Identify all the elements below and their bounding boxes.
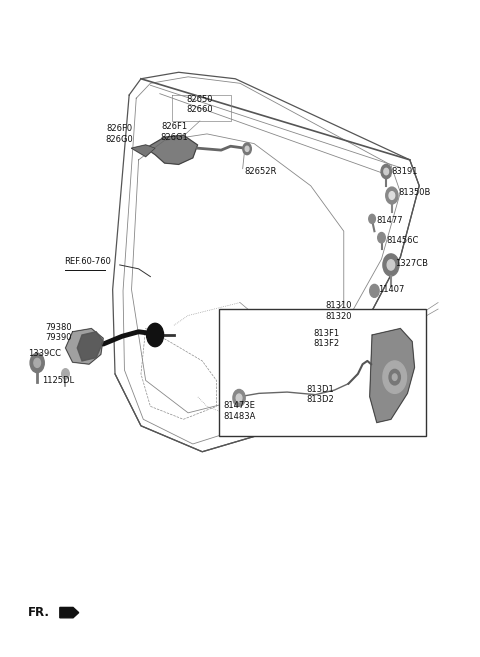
FancyArrow shape — [60, 608, 79, 618]
Bar — [219, 309, 426, 436]
Circle shape — [34, 358, 40, 367]
Polygon shape — [77, 332, 103, 361]
Circle shape — [389, 369, 400, 385]
Circle shape — [387, 260, 395, 270]
Text: 826F1
826G1: 826F1 826G1 — [160, 122, 188, 142]
Text: 81477: 81477 — [377, 215, 403, 225]
Circle shape — [62, 369, 69, 379]
Circle shape — [236, 394, 242, 402]
Circle shape — [243, 143, 252, 154]
Text: 81473E
81483A: 81473E 81483A — [224, 401, 256, 420]
Circle shape — [369, 214, 375, 223]
Text: 1339CC: 1339CC — [28, 349, 61, 357]
Circle shape — [389, 192, 395, 200]
Circle shape — [381, 164, 391, 179]
Text: 82652R: 82652R — [245, 167, 277, 176]
Text: 1327CB: 1327CB — [395, 259, 428, 268]
Circle shape — [383, 254, 399, 276]
Circle shape — [378, 233, 385, 243]
Circle shape — [370, 284, 379, 298]
Text: 1125DL: 1125DL — [42, 376, 74, 385]
Circle shape — [383, 361, 407, 394]
Text: 79380
79390: 79380 79390 — [45, 323, 72, 342]
Circle shape — [146, 323, 164, 347]
Text: 81310
81320: 81310 81320 — [325, 302, 351, 321]
Text: REF.60-760: REF.60-760 — [64, 256, 111, 265]
Text: 826F0
826G0: 826F0 826G0 — [106, 124, 133, 144]
Text: 11407: 11407 — [378, 285, 404, 294]
Circle shape — [392, 374, 397, 380]
Text: 81350B: 81350B — [398, 188, 431, 197]
Circle shape — [233, 390, 245, 406]
Text: 813F1
813F2: 813F1 813F2 — [313, 328, 339, 348]
Text: FR.: FR. — [28, 606, 50, 619]
Text: 82650
82660: 82650 82660 — [187, 95, 213, 114]
Text: 81456C: 81456C — [386, 237, 419, 246]
Circle shape — [384, 168, 389, 175]
Polygon shape — [145, 135, 198, 164]
Circle shape — [386, 187, 398, 204]
Text: 83191: 83191 — [391, 167, 418, 176]
Circle shape — [245, 147, 249, 151]
Polygon shape — [370, 328, 415, 422]
Circle shape — [30, 353, 44, 373]
Polygon shape — [132, 145, 155, 156]
Polygon shape — [65, 328, 103, 364]
Text: 813D1
813D2: 813D1 813D2 — [306, 385, 334, 404]
